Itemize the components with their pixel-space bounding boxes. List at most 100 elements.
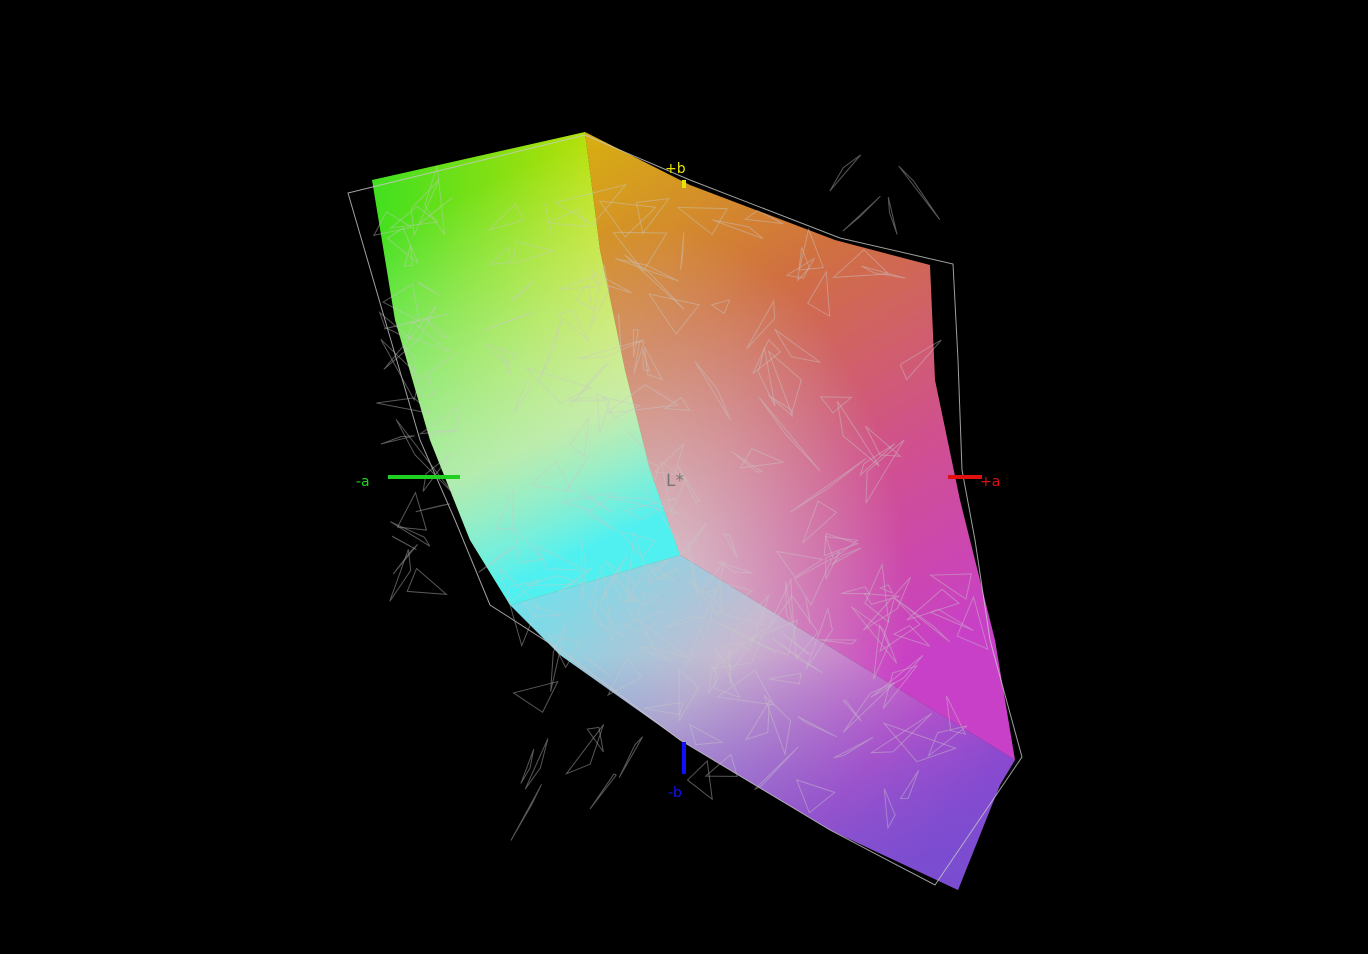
- wireframe-triangle: [823, 532, 860, 557]
- wireframe-triangle: [795, 779, 836, 814]
- wireframe-triangle: [864, 562, 890, 624]
- wireframe-triangle: [842, 699, 862, 722]
- wireframe-triangle: [641, 593, 663, 606]
- wireframe-triangle: [653, 443, 685, 475]
- wireframe-triangle: [414, 352, 459, 383]
- wireframe-triangle: [383, 305, 437, 370]
- wireframe-triangle: [606, 657, 643, 697]
- wireframe-triangle: [601, 396, 641, 420]
- wireframe-triangle: [544, 203, 553, 235]
- wireframe-triangle: [512, 380, 532, 415]
- wireframe-triangle: [574, 282, 594, 310]
- wireframe-triangle: [906, 588, 960, 621]
- wireframe-triangle: [643, 566, 680, 587]
- wireframe-triangle: [521, 601, 563, 617]
- wireframe-triangle: [569, 361, 610, 407]
- wireframe-triangle: [418, 405, 461, 435]
- wireframe-triangle: [648, 293, 701, 335]
- wireframe-triangle: [525, 367, 593, 404]
- wireframe-triangle: [927, 725, 968, 758]
- wireframe-triangle: [842, 681, 896, 733]
- wireframe-triangle: [389, 549, 412, 602]
- wireframe-triangle: [580, 536, 587, 600]
- wireframe-triangle: [663, 616, 704, 629]
- wireframe-triangle: [494, 489, 515, 530]
- wireframe-triangle: [487, 202, 524, 232]
- wireframe-triangle: [688, 723, 724, 746]
- wireframe-triangle: [714, 611, 768, 627]
- wireframe-triangle: [647, 564, 675, 581]
- wireframe-triangle: [419, 373, 434, 397]
- wireframe-triangle: [686, 759, 713, 801]
- wireframe-triangle: [417, 281, 440, 296]
- wireframe-triangle: [793, 557, 834, 606]
- wireframe-triangle: [774, 328, 821, 363]
- wireframe-triangle: [639, 620, 689, 659]
- wireframe-triangle: [406, 567, 448, 595]
- wireframe-triangle: [894, 598, 951, 643]
- wireframe-triangle: [424, 165, 445, 235]
- wireframe-triangle: [830, 547, 862, 566]
- wireframe-triangle: [870, 655, 924, 698]
- wireframe-triangle: [482, 311, 535, 332]
- wireframe-triangle: [584, 507, 617, 532]
- wireframe-triangle: [879, 584, 894, 594]
- wireframe-triangle: [513, 526, 544, 564]
- wireframe-triangle: [558, 567, 593, 593]
- wireframe-triangle: [626, 532, 647, 601]
- wireframe-triangle: [882, 722, 958, 763]
- wireframe-triangle: [380, 435, 415, 445]
- wireframe-triangle: [899, 339, 942, 381]
- wireframe-triangle: [644, 346, 664, 381]
- wireframe-triangle: [818, 639, 858, 645]
- wireframe-triangle: [660, 460, 687, 515]
- axis-label-lightness: L*: [666, 471, 684, 491]
- wireframe-triangle: [709, 618, 778, 654]
- wireframe-triangle: [752, 338, 782, 375]
- wireframe-triangle: [805, 597, 811, 624]
- wireframe-triangle: [635, 198, 671, 235]
- wireframe-triangle: [765, 578, 792, 633]
- wireframe-triangle: [678, 668, 700, 723]
- wireframe-triangle: [767, 350, 802, 416]
- wireframe-triangle: [711, 627, 766, 670]
- wireframe-triangle: [580, 488, 613, 513]
- wireframe-triangle: [883, 788, 896, 830]
- wireframe-outline: [347, 134, 1023, 886]
- wireframe-triangle: [589, 773, 617, 810]
- wireframe-triangle: [824, 536, 859, 560]
- wireframe-triangle: [500, 346, 513, 377]
- wireframe-triangle: [767, 394, 793, 418]
- wireframe-triangle: [789, 458, 867, 513]
- wireframe-triangle: [510, 280, 534, 301]
- wireframe-triangle: [389, 205, 439, 229]
- wireframe-triangle: [403, 245, 413, 267]
- wireframe-triangle: [713, 650, 741, 699]
- wireframe-triangle: [713, 639, 754, 671]
- wireframe-triangle: [686, 587, 717, 664]
- wireframe-triangle: [610, 574, 641, 603]
- wireframe-triangle: [694, 361, 731, 421]
- wireframe-triangle: [618, 736, 644, 778]
- wireframe-triangle: [590, 269, 633, 294]
- wireframe-triangle: [797, 247, 810, 282]
- wireframe-triangle: [390, 521, 431, 547]
- wireframe-triangle: [564, 453, 591, 492]
- wireframe-triangle: [716, 669, 775, 706]
- wireframe-triangle: [717, 560, 753, 574]
- wireframe-triangle: [677, 465, 700, 503]
- wireframe-triangle: [380, 338, 421, 402]
- wireframe-triangle: [547, 634, 582, 669]
- wireframe-triangle: [406, 321, 451, 353]
- wireframe-triangle: [676, 206, 729, 236]
- wireframe-triangle: [680, 232, 685, 270]
- wireframe-triangle: [892, 624, 931, 647]
- wireframe-triangle: [727, 647, 732, 687]
- wireframe-triangle: [873, 623, 890, 680]
- wireframe-triangle: [604, 560, 634, 602]
- wireframe-triangle: [836, 400, 880, 467]
- wireframe-triangle: [642, 349, 651, 372]
- wireframe-triangle: [842, 195, 881, 232]
